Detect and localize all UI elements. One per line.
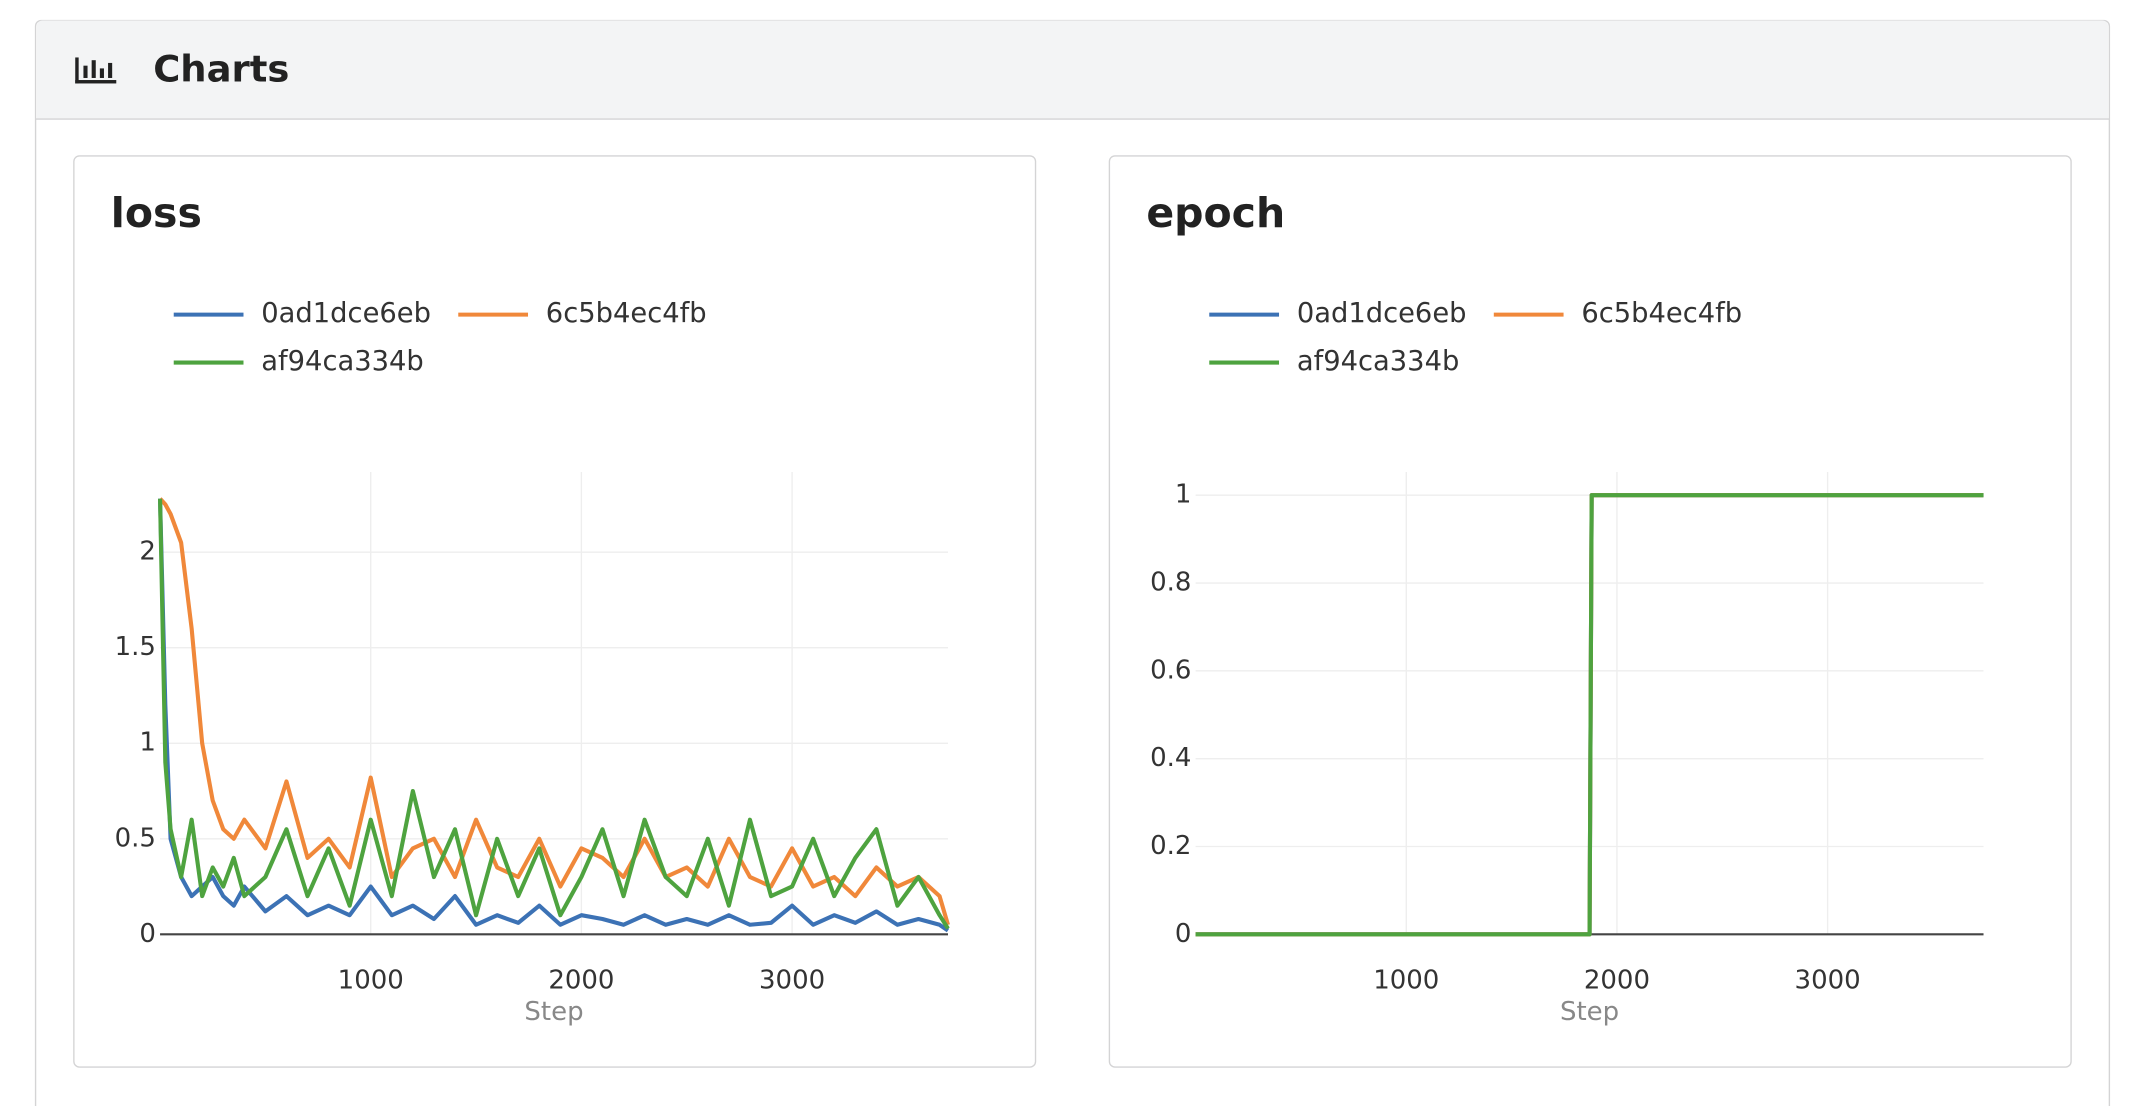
series-line	[157, 498, 950, 933]
chart-card	[73, 155, 1037, 1068]
legend-label: af94ca334b	[261, 346, 424, 377]
y-tick-label: 0	[1175, 919, 1192, 949]
legend-label: af94ca334b	[1297, 346, 1460, 377]
x-axis-label: Step	[1560, 997, 1619, 1027]
y-tick-label: 1	[1175, 480, 1192, 510]
x-tick-label: 1000	[1373, 965, 1439, 995]
y-tick-label: 1	[139, 728, 156, 758]
y-tick-label: 2	[139, 537, 156, 567]
panel-header	[36, 20, 2109, 120]
legend-label: 6c5b4ec4fb	[546, 298, 707, 329]
x-tick-label: 2000	[548, 965, 614, 995]
y-tick-label: 0.6	[1150, 655, 1191, 685]
header-title: Charts	[153, 48, 289, 91]
x-tick-label: 2000	[1584, 965, 1650, 995]
y-tick-label: 1.5	[115, 632, 156, 662]
legend-label: 0ad1dce6eb	[1297, 298, 1467, 329]
x-tick-label: 1000	[338, 965, 404, 995]
legend-label: 6c5b4ec4fb	[1581, 298, 1742, 329]
chart-title: loss	[111, 189, 202, 237]
x-tick-label: 3000	[1795, 965, 1861, 995]
x-tick-label: 3000	[759, 965, 825, 995]
y-tick-label: 0.4	[1150, 743, 1191, 773]
legend-label: 0ad1dce6eb	[261, 298, 431, 329]
y-tick-label: 0.5	[115, 823, 156, 853]
y-tick-label: 0	[139, 919, 156, 949]
y-tick-label: 0.2	[1150, 831, 1191, 861]
y-tick-label: 0.8	[1150, 568, 1191, 598]
series-line	[157, 498, 950, 930]
chart-icon	[75, 57, 117, 84]
x-axis-label: Step	[524, 997, 583, 1027]
chart-title: epoch	[1146, 189, 1285, 237]
series-line	[1195, 493, 1984, 937]
